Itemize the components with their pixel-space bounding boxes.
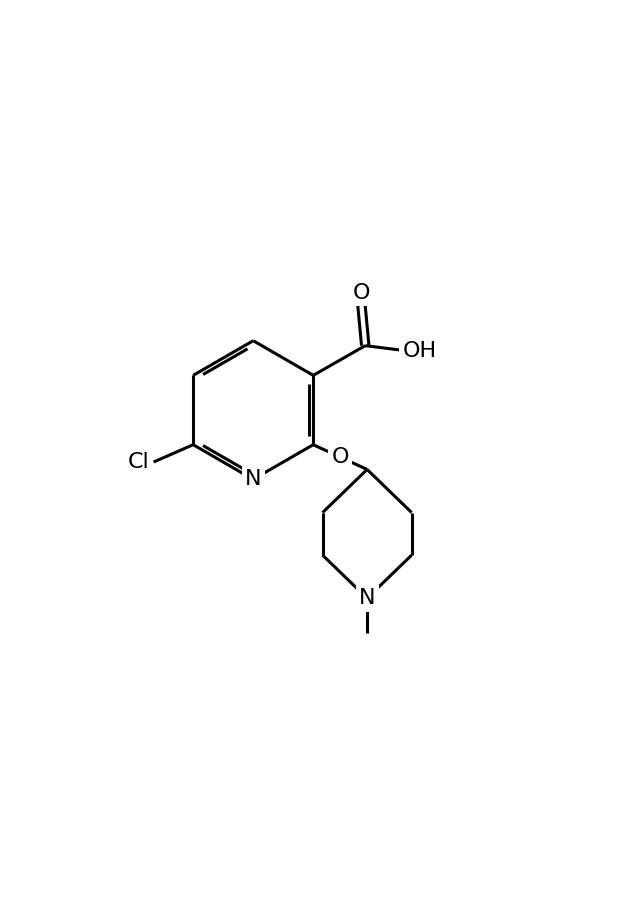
Text: O: O (353, 283, 370, 303)
Text: O: O (332, 447, 349, 467)
Text: OH: OH (403, 340, 437, 360)
Text: N: N (359, 588, 375, 608)
Text: Cl: Cl (128, 452, 150, 472)
Text: N: N (245, 470, 261, 490)
